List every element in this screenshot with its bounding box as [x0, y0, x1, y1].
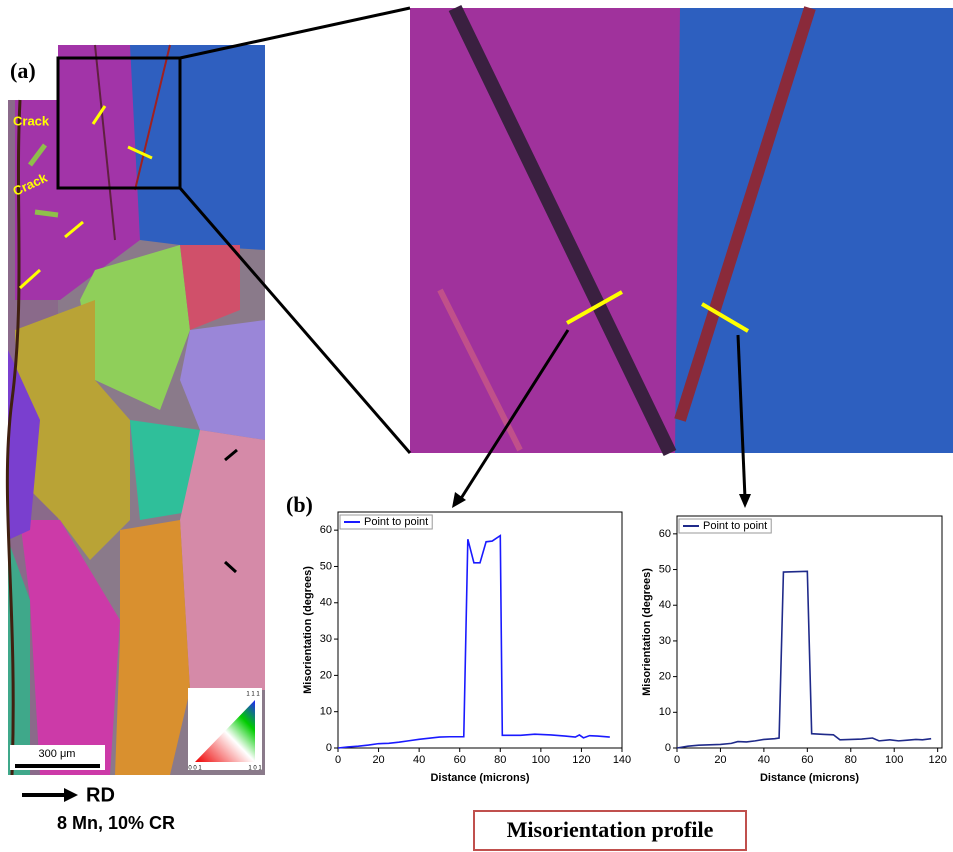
- y-axis-label: Misorientation (degrees): [641, 568, 653, 696]
- data-line: [677, 571, 931, 748]
- y-tick-label: 20: [320, 669, 332, 681]
- y-tick-label: 60: [320, 524, 332, 536]
- direction-arrow: [64, 788, 78, 802]
- x-tick-label: 120: [928, 754, 946, 766]
- x-tick-label: 40: [758, 754, 770, 766]
- zoom-image: [410, 8, 953, 453]
- data-line: [338, 536, 610, 748]
- x-tick-label: 100: [885, 754, 903, 766]
- x-tick-label: 40: [413, 754, 425, 766]
- key-label: 1 0 1: [248, 766, 262, 772]
- y-axis-label: Misorientation (degrees): [302, 566, 314, 694]
- x-tick-label: 0: [674, 754, 680, 766]
- plot-frame: [338, 512, 622, 748]
- x-tick-label: 60: [454, 754, 466, 766]
- key-label: 0 0 1: [188, 766, 202, 772]
- x-tick-label: 80: [845, 754, 857, 766]
- arrow-head: [739, 494, 751, 508]
- x-tick-label: 120: [572, 754, 590, 766]
- scale-label: 300 μm: [39, 748, 76, 760]
- panel-label: (b): [286, 492, 313, 517]
- y-tick-label: 20: [659, 671, 671, 683]
- caption: Misorientation profile: [507, 817, 714, 842]
- y-tick-label: 50: [659, 563, 671, 575]
- annotation: Crack: [13, 113, 50, 128]
- legend-label: Point to point: [703, 520, 767, 532]
- x-tick-label: 60: [801, 754, 813, 766]
- y-tick-label: 40: [659, 599, 671, 611]
- x-tick-label: 0: [335, 754, 341, 766]
- panel-label: (a): [10, 58, 36, 83]
- x-tick-label: 20: [714, 754, 726, 766]
- x-tick-label: 100: [532, 754, 550, 766]
- direction-label: RD: [86, 784, 115, 806]
- y-tick-label: 50: [320, 560, 332, 572]
- y-tick-label: 30: [320, 633, 332, 645]
- figure: (a) (b) Crack Crack 300 μm 1 1 1 0 0 1 1…: [0, 0, 953, 852]
- x-tick-label: 80: [494, 754, 506, 766]
- y-tick-label: 10: [320, 706, 332, 718]
- y-tick-label: 40: [320, 597, 332, 609]
- x-tick-label: 20: [372, 754, 384, 766]
- y-tick-label: 0: [326, 742, 332, 754]
- y-tick-label: 30: [659, 635, 671, 647]
- sample-label: 8 Mn, 10% CR: [57, 813, 175, 833]
- key-label: 1 1 1: [246, 692, 260, 698]
- y-tick-label: 10: [659, 706, 671, 718]
- ebsd-map: [7, 45, 265, 775]
- legend-label: Point to point: [364, 516, 428, 528]
- y-tick-label: 0: [665, 742, 671, 754]
- x-tick-label: 140: [613, 754, 631, 766]
- y-tick-label: 60: [659, 528, 671, 540]
- x-axis-label: Distance (microns): [430, 772, 529, 784]
- x-axis-label: Distance (microns): [760, 772, 859, 784]
